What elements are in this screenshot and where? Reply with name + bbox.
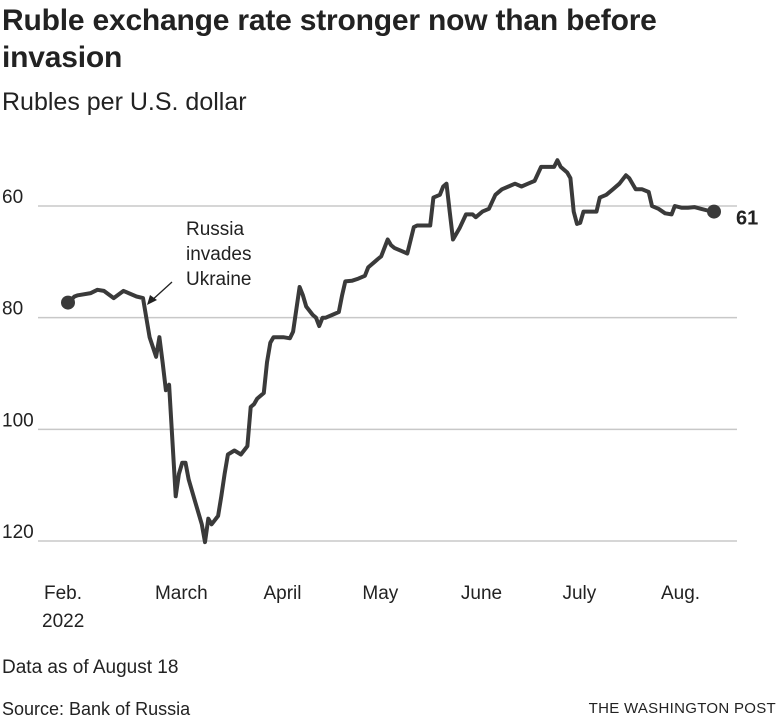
x-tick-label: Aug. <box>661 583 700 604</box>
annotation-arrow-head <box>147 295 157 305</box>
annotation-text-line: invades <box>186 244 252 265</box>
line-chart: 60 80 100 120 Feb. 2022 March April May June July… <box>2 158 758 632</box>
x-tick-year-label: 2022 <box>42 611 84 632</box>
chart-subtitle: Rubles per U.S. dollar <box>2 88 247 116</box>
y-tick-label: 80 <box>2 299 23 320</box>
gridlines <box>38 205 737 542</box>
data-note: Data as of August 18 <box>2 657 179 678</box>
annotation-text-line: Ukraine <box>186 269 251 290</box>
annotation: Russia invades Ukraine <box>147 219 252 305</box>
y-axis-ticks: 60 80 100 120 <box>2 187 34 543</box>
y-tick-label: 120 <box>2 522 34 543</box>
start-point-marker <box>61 295 75 310</box>
y-tick-label: 60 <box>2 187 23 208</box>
publisher-credit: THE WASHINGTON POST <box>588 700 776 717</box>
annotation-text-line: Russia <box>186 219 245 240</box>
x-tick-label: July <box>562 583 596 604</box>
end-value-label: 61 <box>736 208 758 230</box>
x-tick-label: April <box>263 583 301 604</box>
x-axis-ticks: Feb. 2022 March April May June July Aug. <box>42 583 700 632</box>
source-note: Source: Bank of Russia <box>2 699 191 719</box>
end-point-marker <box>707 204 721 219</box>
x-tick-label: March <box>155 583 208 604</box>
series-layer: 61 <box>61 158 758 545</box>
chart-title: Ruble exchange rate stronger now than be… <box>2 4 657 74</box>
x-tick-label: June <box>461 583 502 604</box>
y-tick-label: 100 <box>2 410 34 431</box>
series-line <box>66 158 716 545</box>
x-tick-label: May <box>362 583 398 604</box>
x-tick-label: Feb. <box>44 583 82 604</box>
